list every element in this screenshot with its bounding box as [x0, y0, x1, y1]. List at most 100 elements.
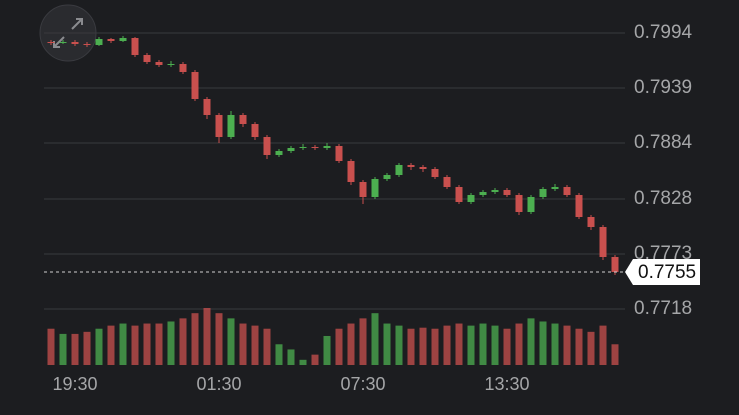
candle-area	[47, 36, 619, 275]
volume-bar	[131, 325, 139, 365]
candle-body	[503, 190, 511, 195]
candle-body	[467, 195, 475, 202]
volume-bar	[407, 328, 415, 365]
volume-bar	[575, 328, 583, 365]
x-tick-label: 01:30	[196, 374, 241, 394]
y-tick-label: 0.7939	[634, 77, 692, 98]
volume-bar	[467, 325, 475, 365]
volume-bar	[203, 308, 211, 365]
candle-body	[431, 169, 439, 177]
y-tick-label: 0.7994	[634, 22, 693, 43]
volume-bar	[515, 323, 523, 365]
candle-body	[71, 42, 79, 44]
candle-body	[107, 39, 115, 41]
candle-body	[539, 189, 547, 197]
volume-bar	[527, 318, 535, 365]
candle-body	[47, 42, 55, 43]
candle-body	[275, 151, 283, 155]
volume-bar	[611, 344, 619, 365]
volume-bar	[383, 323, 391, 365]
volume-bar	[563, 325, 571, 365]
volume-bar	[251, 325, 259, 365]
y-tick-label: 0.7828	[634, 188, 692, 209]
candle-body	[299, 147, 307, 148]
volume-bar	[299, 359, 307, 365]
candle-body	[611, 257, 619, 272]
candle-body	[383, 175, 391, 179]
y-tick-label: 0.7884	[634, 132, 693, 153]
y-tick-label: 0.7773	[634, 243, 692, 264]
volume-bar	[239, 323, 247, 365]
candle-body	[335, 146, 343, 161]
volume-bar	[347, 323, 355, 365]
candle-body	[119, 38, 127, 41]
volume-bar	[275, 344, 283, 365]
grid	[44, 32, 625, 310]
candle-body	[263, 137, 271, 155]
candle-body	[215, 115, 223, 137]
volume-bar	[443, 325, 451, 365]
candle-body	[443, 177, 451, 187]
candle-body	[515, 195, 523, 212]
volume-bar	[59, 333, 67, 365]
candle-body	[143, 55, 151, 62]
y-tick-label: 0.7718	[634, 298, 692, 319]
x-tick-label: 07:30	[340, 374, 385, 394]
candle-body	[59, 42, 67, 43]
volume-bar	[311, 354, 319, 365]
volume-bar	[47, 328, 55, 365]
volume-bar	[431, 328, 439, 365]
volume-bar	[323, 335, 331, 365]
zoom-icon[interactable]	[53, 18, 83, 48]
candle-body	[347, 161, 355, 182]
volume-bar	[143, 323, 151, 365]
volume-bar	[107, 325, 115, 365]
volume-bar	[491, 325, 499, 365]
volume-bar	[587, 331, 595, 365]
candle-body	[203, 99, 211, 115]
x-tick-label: 13:30	[484, 374, 529, 394]
volume-bar	[83, 331, 91, 365]
candle-body	[491, 190, 499, 192]
volume-bar	[167, 321, 175, 365]
candle-body	[455, 187, 463, 202]
labels: 0.7994 0.7939 0.7884 0.7828 0.7773 0.7718 19:3…	[44, 22, 700, 394]
candle-body	[587, 217, 595, 227]
candle-body	[95, 39, 103, 45]
candle-body	[419, 167, 427, 169]
volume-bar	[359, 318, 367, 365]
volume-bar	[155, 323, 163, 365]
volume-bar	[263, 328, 271, 365]
candle-body	[179, 64, 187, 72]
candle-body	[479, 192, 487, 195]
candle-body	[395, 165, 403, 175]
candle-body	[599, 227, 607, 257]
volume-bar	[551, 323, 559, 365]
volume-bar	[119, 323, 127, 365]
candle-body	[251, 124, 259, 137]
volume-bar	[599, 325, 607, 365]
volume-bar	[371, 313, 379, 365]
volume-bar	[191, 313, 199, 365]
x-tick-label: 19:30	[52, 374, 97, 394]
candle-body	[131, 38, 139, 55]
volume-bar	[539, 321, 547, 365]
volume-bar	[455, 323, 463, 365]
volume-bar	[419, 327, 427, 365]
volume-bar	[335, 328, 343, 365]
candle-body	[323, 146, 331, 148]
volume-bar	[71, 333, 79, 365]
candle-body	[563, 187, 571, 195]
candle-body	[83, 44, 91, 45]
volume-bar	[503, 328, 511, 365]
candle-body	[239, 115, 247, 124]
candle-body	[359, 182, 367, 197]
candle-body	[287, 148, 295, 151]
candle-body	[311, 147, 319, 148]
volume-bar	[395, 325, 403, 365]
candle-body	[191, 72, 199, 99]
last-price-box	[625, 259, 700, 285]
candle-body	[167, 64, 175, 65]
candle-body	[551, 187, 559, 189]
